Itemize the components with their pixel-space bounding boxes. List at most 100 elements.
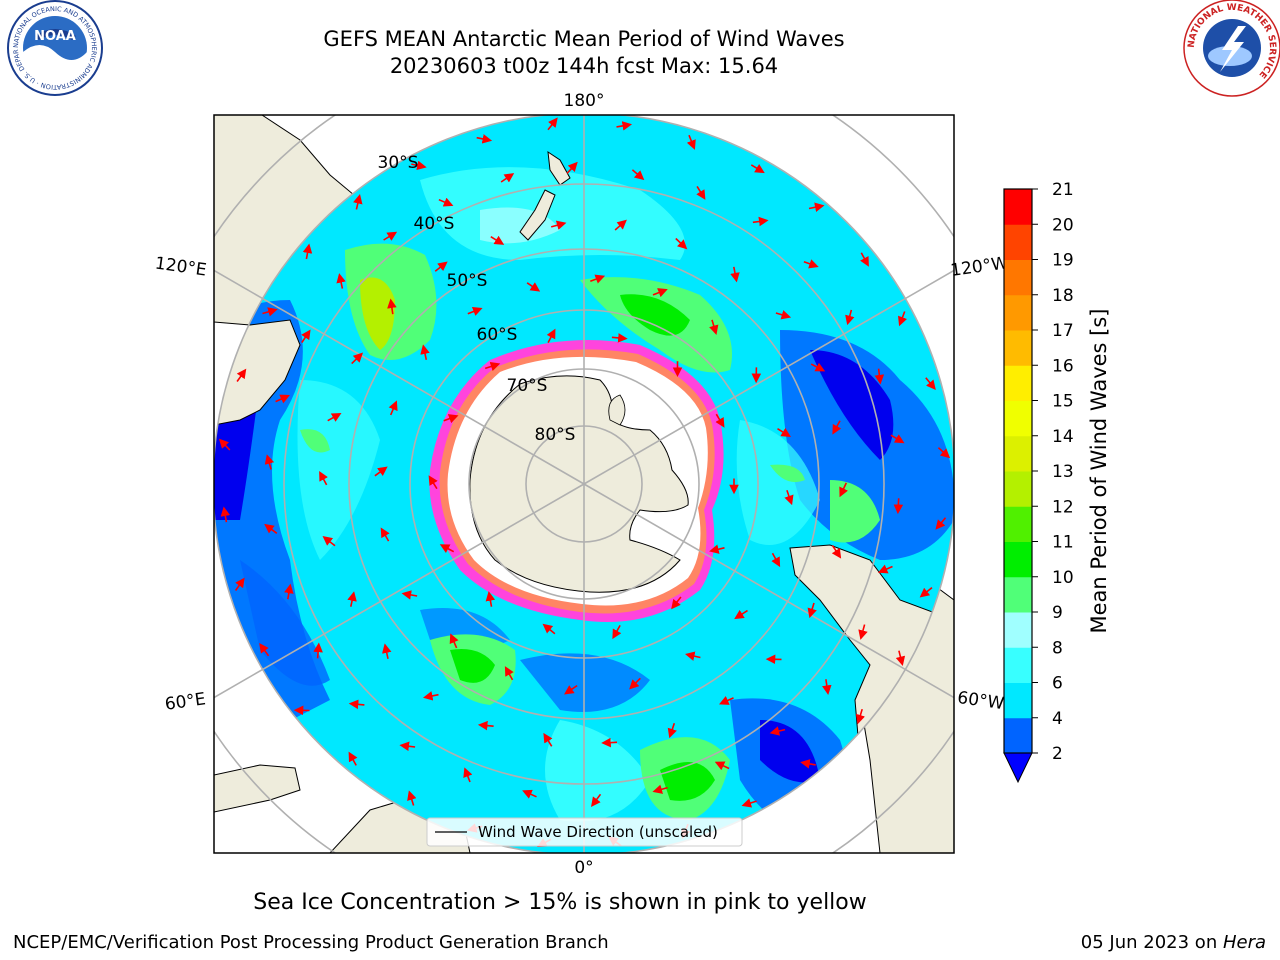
wind-wave-arrow — [734, 609, 748, 620]
wind-wave-arrow — [877, 564, 893, 574]
wind-wave-arrow — [374, 466, 388, 477]
colorbar-segment — [1004, 647, 1032, 683]
colorbar-tick-label: 8 — [1052, 638, 1063, 658]
wind-wave-arrow — [685, 651, 701, 661]
colorbar-segment — [1004, 682, 1032, 719]
wind-wave-arrow — [564, 684, 578, 695]
wind-wave-arrow — [218, 438, 231, 451]
wind-wave-arrow — [275, 394, 290, 404]
colorbar-tick-label: 11 — [1052, 533, 1074, 553]
colorbar-segment — [1004, 259, 1032, 296]
wind-wave-arrow — [715, 413, 725, 428]
colorbar-tick-label: 20 — [1052, 215, 1074, 235]
wind-wave-arrow — [601, 737, 618, 748]
colorbar-tick-label: 14 — [1052, 427, 1074, 447]
colorbar-tick-label: 12 — [1052, 497, 1074, 517]
wind-wave-arrow — [750, 164, 765, 174]
colorbar-segment — [1004, 330, 1032, 366]
wind-wave-arrow — [935, 517, 947, 530]
wind-wave-arrow — [714, 761, 730, 771]
wind-wave-arrow — [463, 767, 473, 783]
lon-label-120w: 120°W — [949, 253, 1009, 281]
wind-wave-arrow — [380, 527, 390, 542]
footer-right: 05 Jun 2023 on Hera — [1081, 932, 1266, 953]
wind-wave-arrow — [895, 650, 906, 667]
wind-wave-arrow — [476, 134, 493, 144]
wind-wave-arrow — [822, 679, 832, 695]
wind-wave-arrow — [434, 261, 448, 272]
colorbar-tick-label: 19 — [1052, 251, 1074, 271]
wind-wave-arrow — [590, 274, 606, 284]
wind-wave-arrow — [236, 368, 247, 382]
colorbar-segment — [1004, 541, 1032, 578]
wind-wave-arrow — [667, 722, 677, 739]
wind-wave-arrow — [382, 643, 392, 659]
colorbar-segment — [1004, 717, 1032, 754]
colorbar-segment — [1004, 189, 1032, 225]
lon-label-180: 180° — [564, 91, 605, 111]
wind-wave-arrow — [477, 720, 494, 731]
wind-wave-arrow — [890, 434, 905, 444]
wind-wave-arrow — [874, 368, 885, 385]
legend-label: Wind Wave Direction (unscaled) — [478, 823, 718, 841]
wind-wave-arrow — [387, 298, 397, 315]
wind-wave-arrow — [411, 160, 427, 171]
wind-wave-arrow — [709, 544, 725, 554]
colorbar: 2 4 6 8 9 10 11 12 13 14 15 16 17 18 19 20 21 Mean Perio… — [1003, 180, 1111, 784]
wind-wave-arrow — [631, 169, 645, 181]
lat-label-60s: 60°S — [477, 325, 518, 345]
wind-wave-arrow — [800, 759, 816, 769]
lat-label-80s: 80°S — [535, 425, 576, 445]
wind-wave-arrow — [259, 643, 270, 657]
colorbar-segment — [1004, 506, 1032, 542]
footer-date: 05 Jun 2023 on — [1080, 932, 1223, 953]
wind-wave-arrow — [264, 454, 275, 470]
wind-wave-arrow — [858, 624, 868, 640]
colorbar-tick-label: 15 — [1052, 392, 1074, 412]
footer-left: NCEP/EMC/Verification Post Processing Pr… — [13, 932, 609, 953]
wind-wave-arrow — [775, 310, 792, 320]
wind-wave-arrow — [550, 220, 567, 230]
wind-wave-arrow — [845, 309, 855, 326]
wind-wave-arrow — [542, 623, 556, 635]
wind-wave-arrow — [543, 732, 553, 747]
wind-wave-arrow — [893, 498, 904, 515]
wind-wave-arrow — [616, 121, 633, 131]
colorbar-tick-label: 16 — [1052, 356, 1074, 376]
colorbar-ticks: 2 4 6 8 9 10 11 12 13 14 15 16 17 18 19 20 21 — [1032, 180, 1074, 764]
colorbar-tick-label: 17 — [1052, 321, 1074, 341]
wind-wave-arrow — [769, 726, 786, 736]
wind-wave-arrow — [611, 333, 628, 343]
colorbar-segment — [1004, 471, 1032, 507]
map-legend: Wind Wave Direction (unscaled) — [426, 817, 743, 847]
wind-wave-arrow — [319, 470, 328, 486]
wind-wave-arrow — [438, 197, 454, 207]
colorbar-label: Mean Period of Wind Waves [s] — [1087, 309, 1111, 634]
wind-wave-arrow — [490, 235, 505, 245]
noaa-logo-text: NOAA — [34, 29, 76, 44]
footer-host: Hera — [1222, 932, 1266, 953]
wind-wave-arrow — [420, 344, 430, 360]
wind-wave-arrow — [855, 708, 865, 725]
wind-wave-arrow — [234, 577, 245, 591]
wind-wave-arrow — [612, 625, 622, 640]
colorbar-segment — [1004, 294, 1032, 331]
wind-wave-arrow — [546, 328, 556, 343]
wind-wave-arrow — [522, 789, 537, 799]
map-area — [214, 115, 954, 853]
noaa-logo: NATIONAL OCEANIC AND ATMOSPHERIC ADMINIS… — [0, 0, 103, 96]
wind-wave-arrow — [467, 306, 483, 316]
wind-wave-arrow — [428, 475, 438, 490]
wind-wave-arrow — [284, 583, 294, 600]
wind-wave-arrow — [925, 377, 936, 391]
wind-wave-arrow — [919, 586, 933, 598]
wind-wave-arrow — [686, 134, 696, 150]
wind-wave-arrow — [526, 282, 541, 292]
colorbar-tick-label: 6 — [1052, 674, 1063, 694]
colorbar-segments — [1004, 189, 1032, 754]
wind-wave-arrow — [730, 266, 740, 283]
wind-wave-arrow — [671, 596, 682, 610]
wind-wave-arrow — [500, 173, 515, 183]
wind-wave-arrow — [629, 677, 641, 690]
